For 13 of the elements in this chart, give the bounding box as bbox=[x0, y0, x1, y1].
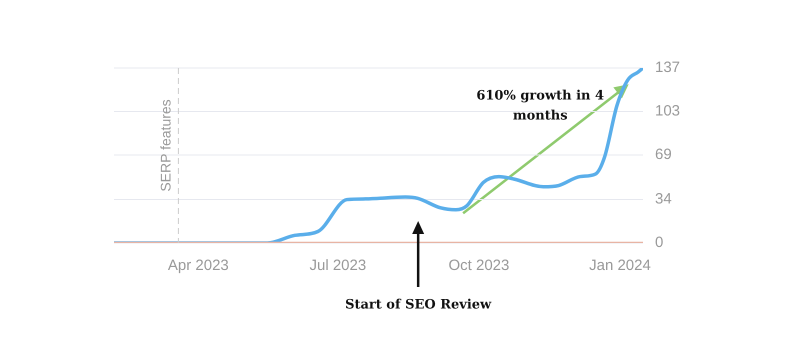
line-series bbox=[114, 68, 643, 243]
x-tick-label: Oct 2023 bbox=[448, 257, 510, 274]
y-tick-label: 103 bbox=[654, 102, 680, 120]
x-tick-label: Jul 2023 bbox=[309, 257, 366, 274]
text: Start of SEO Review bbox=[345, 297, 492, 312]
ref-line-label: SERP features bbox=[157, 99, 174, 192]
x-tick-label: Jan 2024 bbox=[589, 257, 651, 274]
y-tick-label: 69 bbox=[654, 146, 672, 163]
annotation: 610% growth in 4 months bbox=[476, 88, 604, 124]
y-tick-label: 0 bbox=[654, 234, 664, 252]
x-tick-label: Apr 2023 bbox=[168, 257, 229, 274]
y-tick-label: 137 bbox=[654, 59, 680, 76]
y-tick-label: 34 bbox=[654, 190, 672, 208]
